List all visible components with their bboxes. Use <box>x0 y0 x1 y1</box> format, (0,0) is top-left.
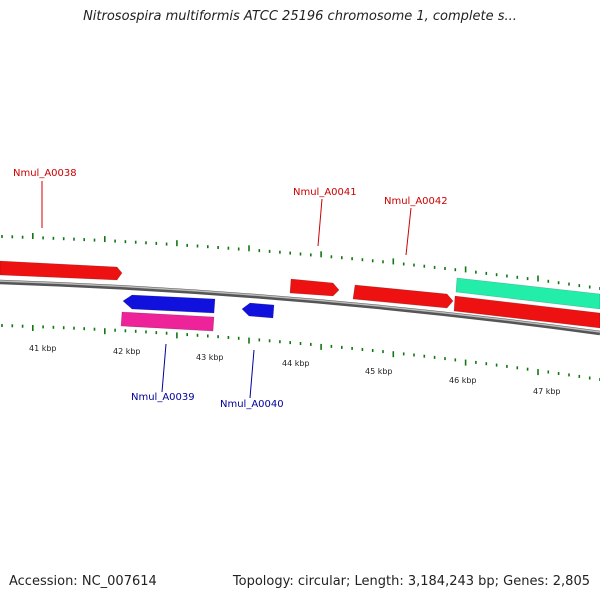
backbone <box>0 279 600 336</box>
gene-label-nmul-a0040[interactable]: Nmul_A0040 <box>220 399 284 410</box>
leader-line-nmul-a0040 <box>249 349 255 399</box>
leader-line-nmul-a0042 <box>405 207 412 256</box>
backbone-highlight <box>0 280 600 333</box>
kbp-label: 47 kbp <box>533 387 561 396</box>
gene-reverse-blue[interactable] <box>122 294 216 314</box>
gene-label-nmul-a0042[interactable]: Nmul_A0042 <box>384 196 448 207</box>
gene-nmul-a0040[interactable] <box>241 302 275 319</box>
ticks-bottom <box>1 324 600 381</box>
genome-summary: Topology: circular; Length: 3,184,243 bp… <box>232 574 590 589</box>
kbp-label: 44 kbp <box>282 359 310 368</box>
kbp-label: 45 kbp <box>365 367 393 376</box>
leader-line-nmul-a0039 <box>161 343 167 393</box>
accession-footer: Accession: NC_007614 <box>9 574 157 589</box>
gene-label-nmul-a0038[interactable]: Nmul_A0038 <box>13 168 77 179</box>
gene-teal[interactable] <box>455 277 600 310</box>
kbp-label: 46 kbp <box>449 376 477 385</box>
accession-value: NC_007614 <box>81 574 157 589</box>
gene-label-nmul-a0041[interactable]: Nmul_A0041 <box>293 187 357 198</box>
map-title: Nitrosospira multiformis ATCC 25196 chro… <box>83 9 517 24</box>
ticks-top <box>1 233 600 290</box>
gene-label-nmul-a0039[interactable]: Nmul_A0039 <box>131 392 195 403</box>
gene-nmul-a0038[interactable] <box>0 260 123 281</box>
kbp-label: 42 kbp <box>113 347 141 356</box>
accession-label: Accession: <box>9 574 78 589</box>
leader-line-nmul-a0041 <box>317 198 323 247</box>
gene-nmul-a0039[interactable] <box>120 311 215 332</box>
kbp-label: 41 kbp <box>29 344 57 353</box>
gene-nmul-a0041[interactable] <box>289 278 340 297</box>
kbp-label: 43 kbp <box>196 353 224 362</box>
gene-forward-red[interactable] <box>453 295 600 329</box>
gene-nmul-a0042[interactable] <box>352 284 454 309</box>
